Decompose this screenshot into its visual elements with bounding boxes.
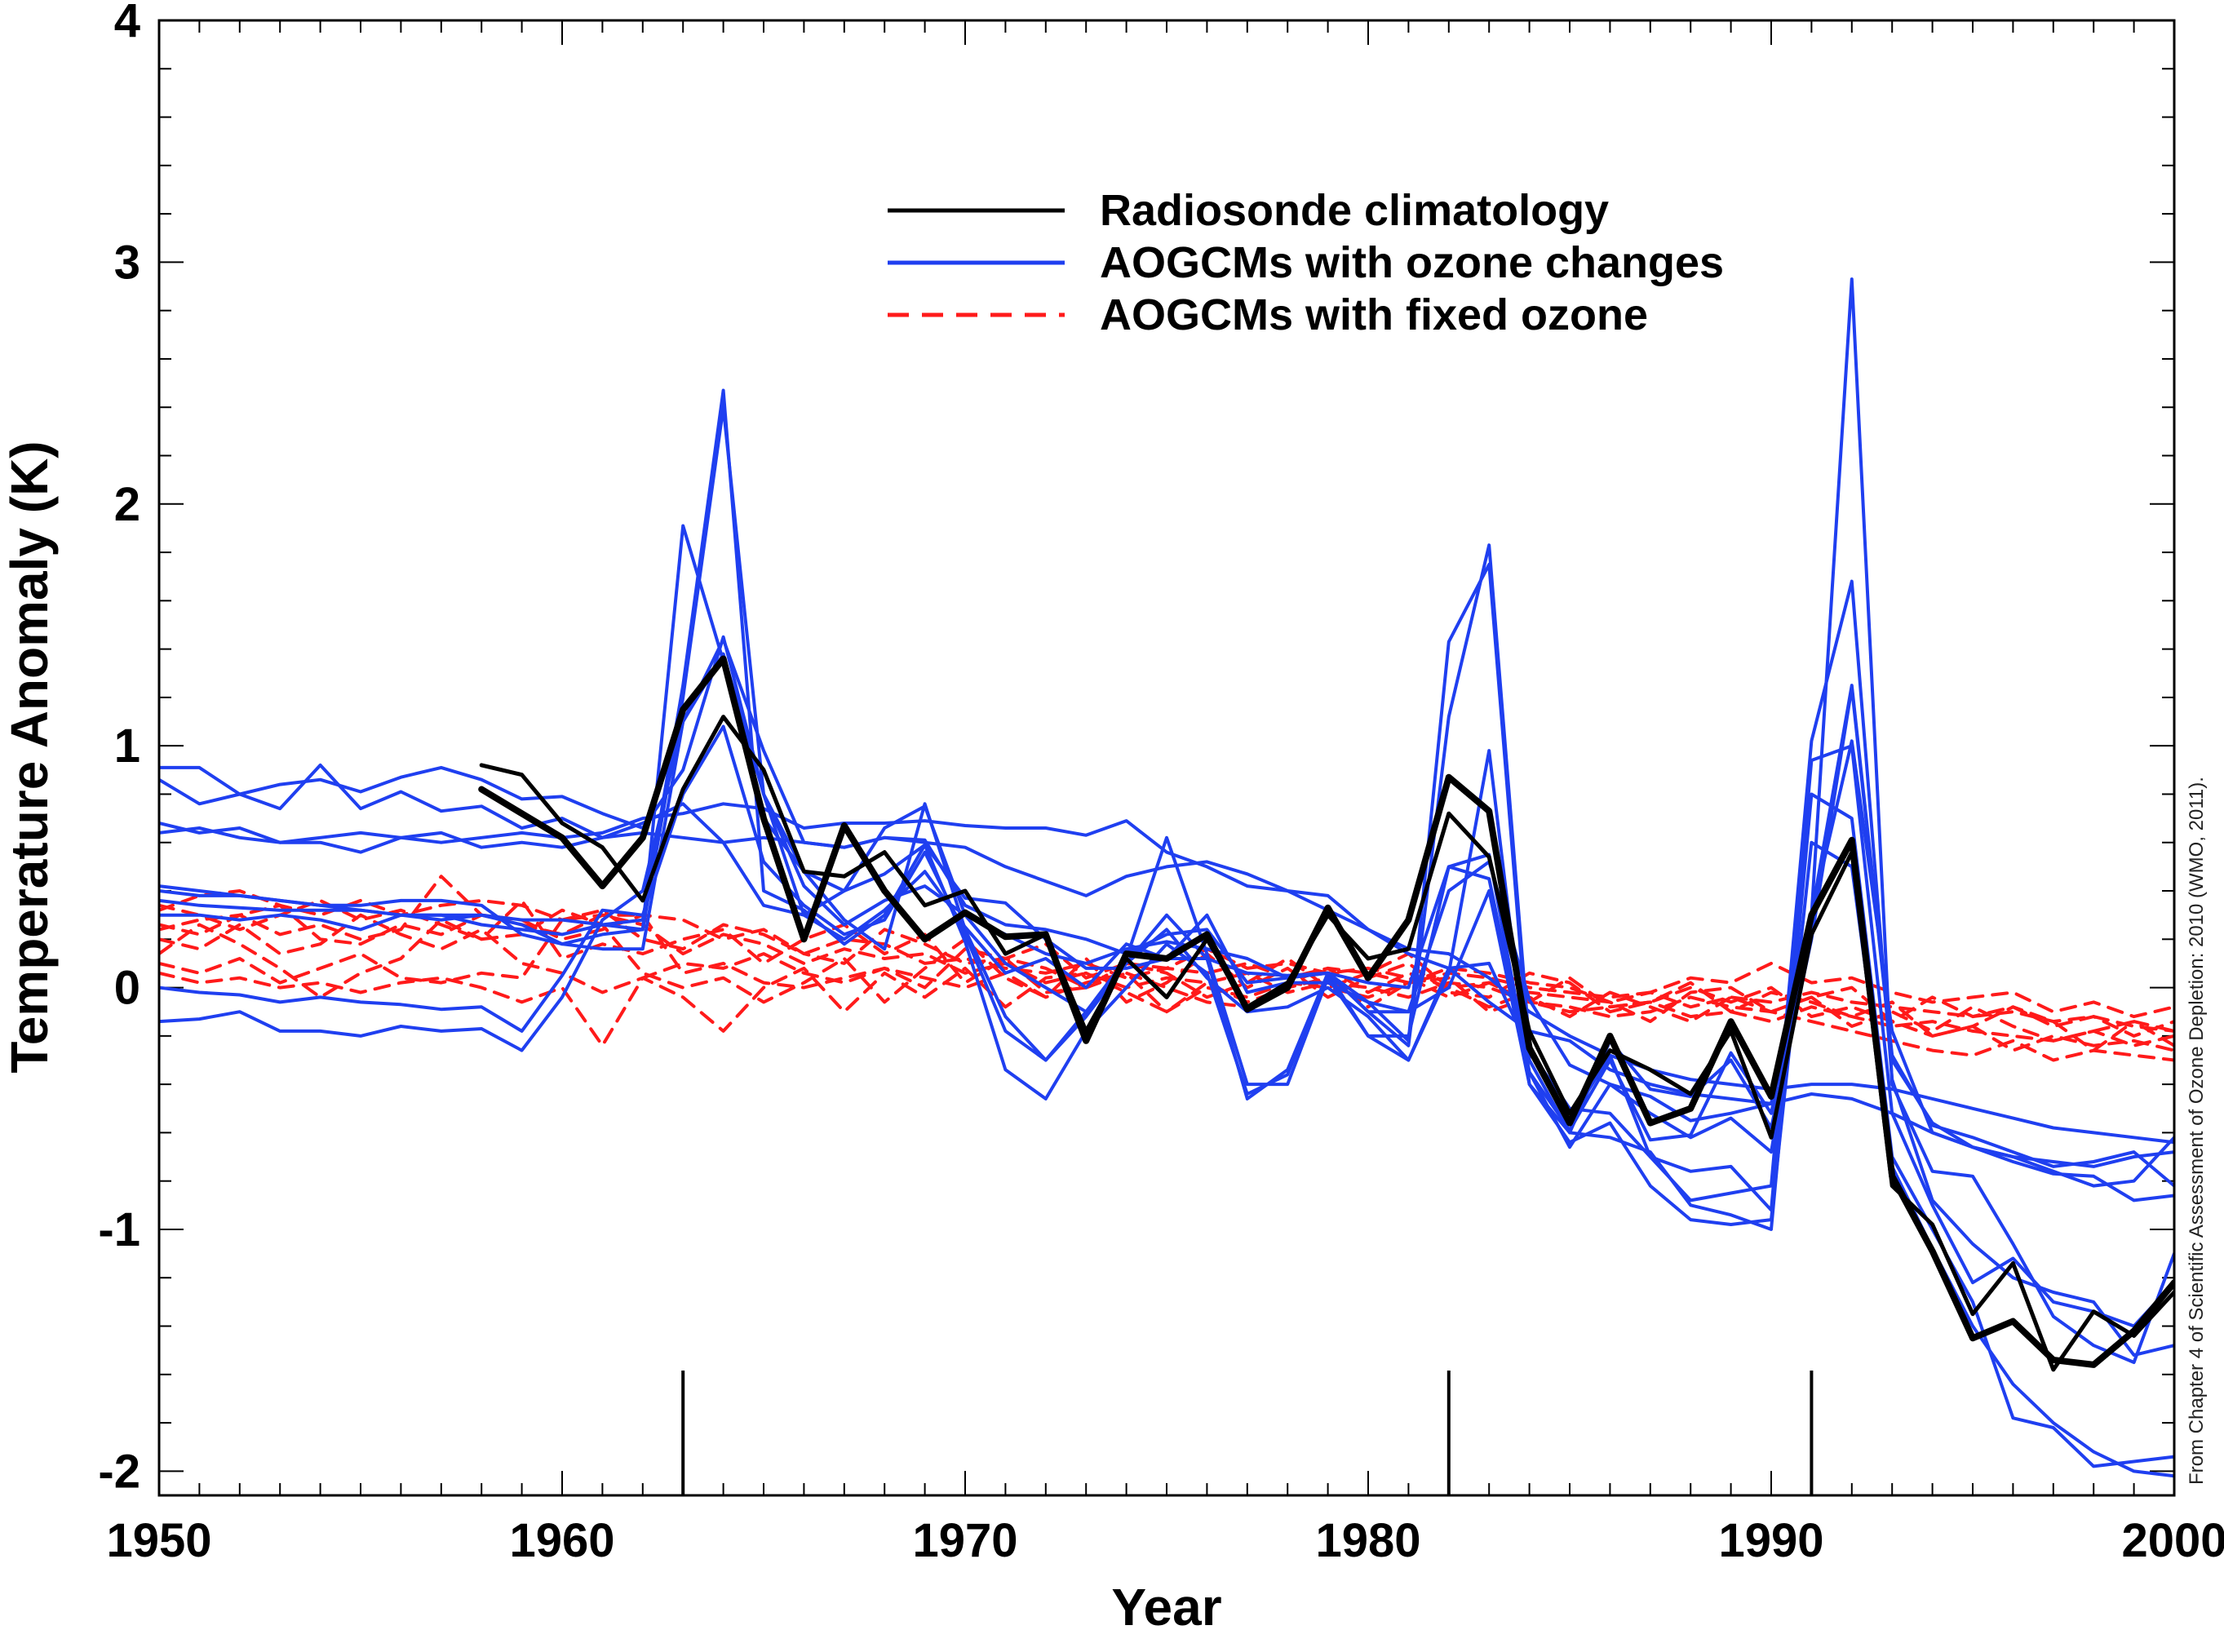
tick-labels: 1950 1960 1970 1980 1990 2000 -2 -1 0 1 2 3 4 bbox=[98, 0, 2224, 1567]
legend-label: AOGCMs with ozone changes bbox=[1100, 238, 1724, 287]
x-tick-label: 2000 bbox=[2121, 1514, 2224, 1567]
x-tick-label: 1960 bbox=[509, 1514, 614, 1567]
ozone-series-line bbox=[159, 543, 2174, 1328]
ozone-series-line bbox=[159, 724, 2174, 1468]
ozone-series-line bbox=[159, 739, 2174, 1202]
y-tick-label: -2 bbox=[98, 1445, 140, 1498]
ozone-series-line bbox=[159, 826, 2174, 1168]
source-credit: From Chapter 4 of Scientific Assessment … bbox=[2186, 777, 2208, 1485]
y-tick-label: 0 bbox=[114, 962, 140, 1015]
radiosonde-series-line bbox=[479, 715, 2174, 1372]
ozone-series-line bbox=[159, 802, 2174, 1145]
x-tick-label: 1980 bbox=[1315, 1514, 1420, 1567]
y-axis-title: Temperature Anomaly (K) bbox=[0, 441, 59, 1073]
y-tick-label: 4 bbox=[114, 0, 140, 47]
fixed-series-line bbox=[159, 952, 2174, 1047]
x-tick-label: 1990 bbox=[1718, 1514, 1823, 1567]
x-tick-label: 1950 bbox=[106, 1514, 211, 1567]
y-tick-label: 2 bbox=[114, 478, 140, 531]
x-axis-title: Year bbox=[1111, 1578, 1221, 1636]
legend-label: Radiosonde climatology bbox=[1100, 186, 1609, 235]
legend-label: AOGCMs with fixed ozone bbox=[1100, 290, 1648, 339]
plot-frame bbox=[157, 19, 2176, 1497]
fixed-series-line bbox=[159, 903, 2174, 1052]
eruption-markers bbox=[681, 1371, 1814, 1495]
y-tick-label: 1 bbox=[114, 720, 140, 773]
data-series bbox=[159, 277, 2174, 1478]
fixed-series-line bbox=[159, 913, 2174, 1047]
fixed-series-line bbox=[159, 913, 2174, 1062]
x-tick-label: 1970 bbox=[912, 1514, 1017, 1567]
y-tick-label: -1 bbox=[98, 1203, 140, 1256]
y-tick-label: 3 bbox=[114, 236, 140, 289]
